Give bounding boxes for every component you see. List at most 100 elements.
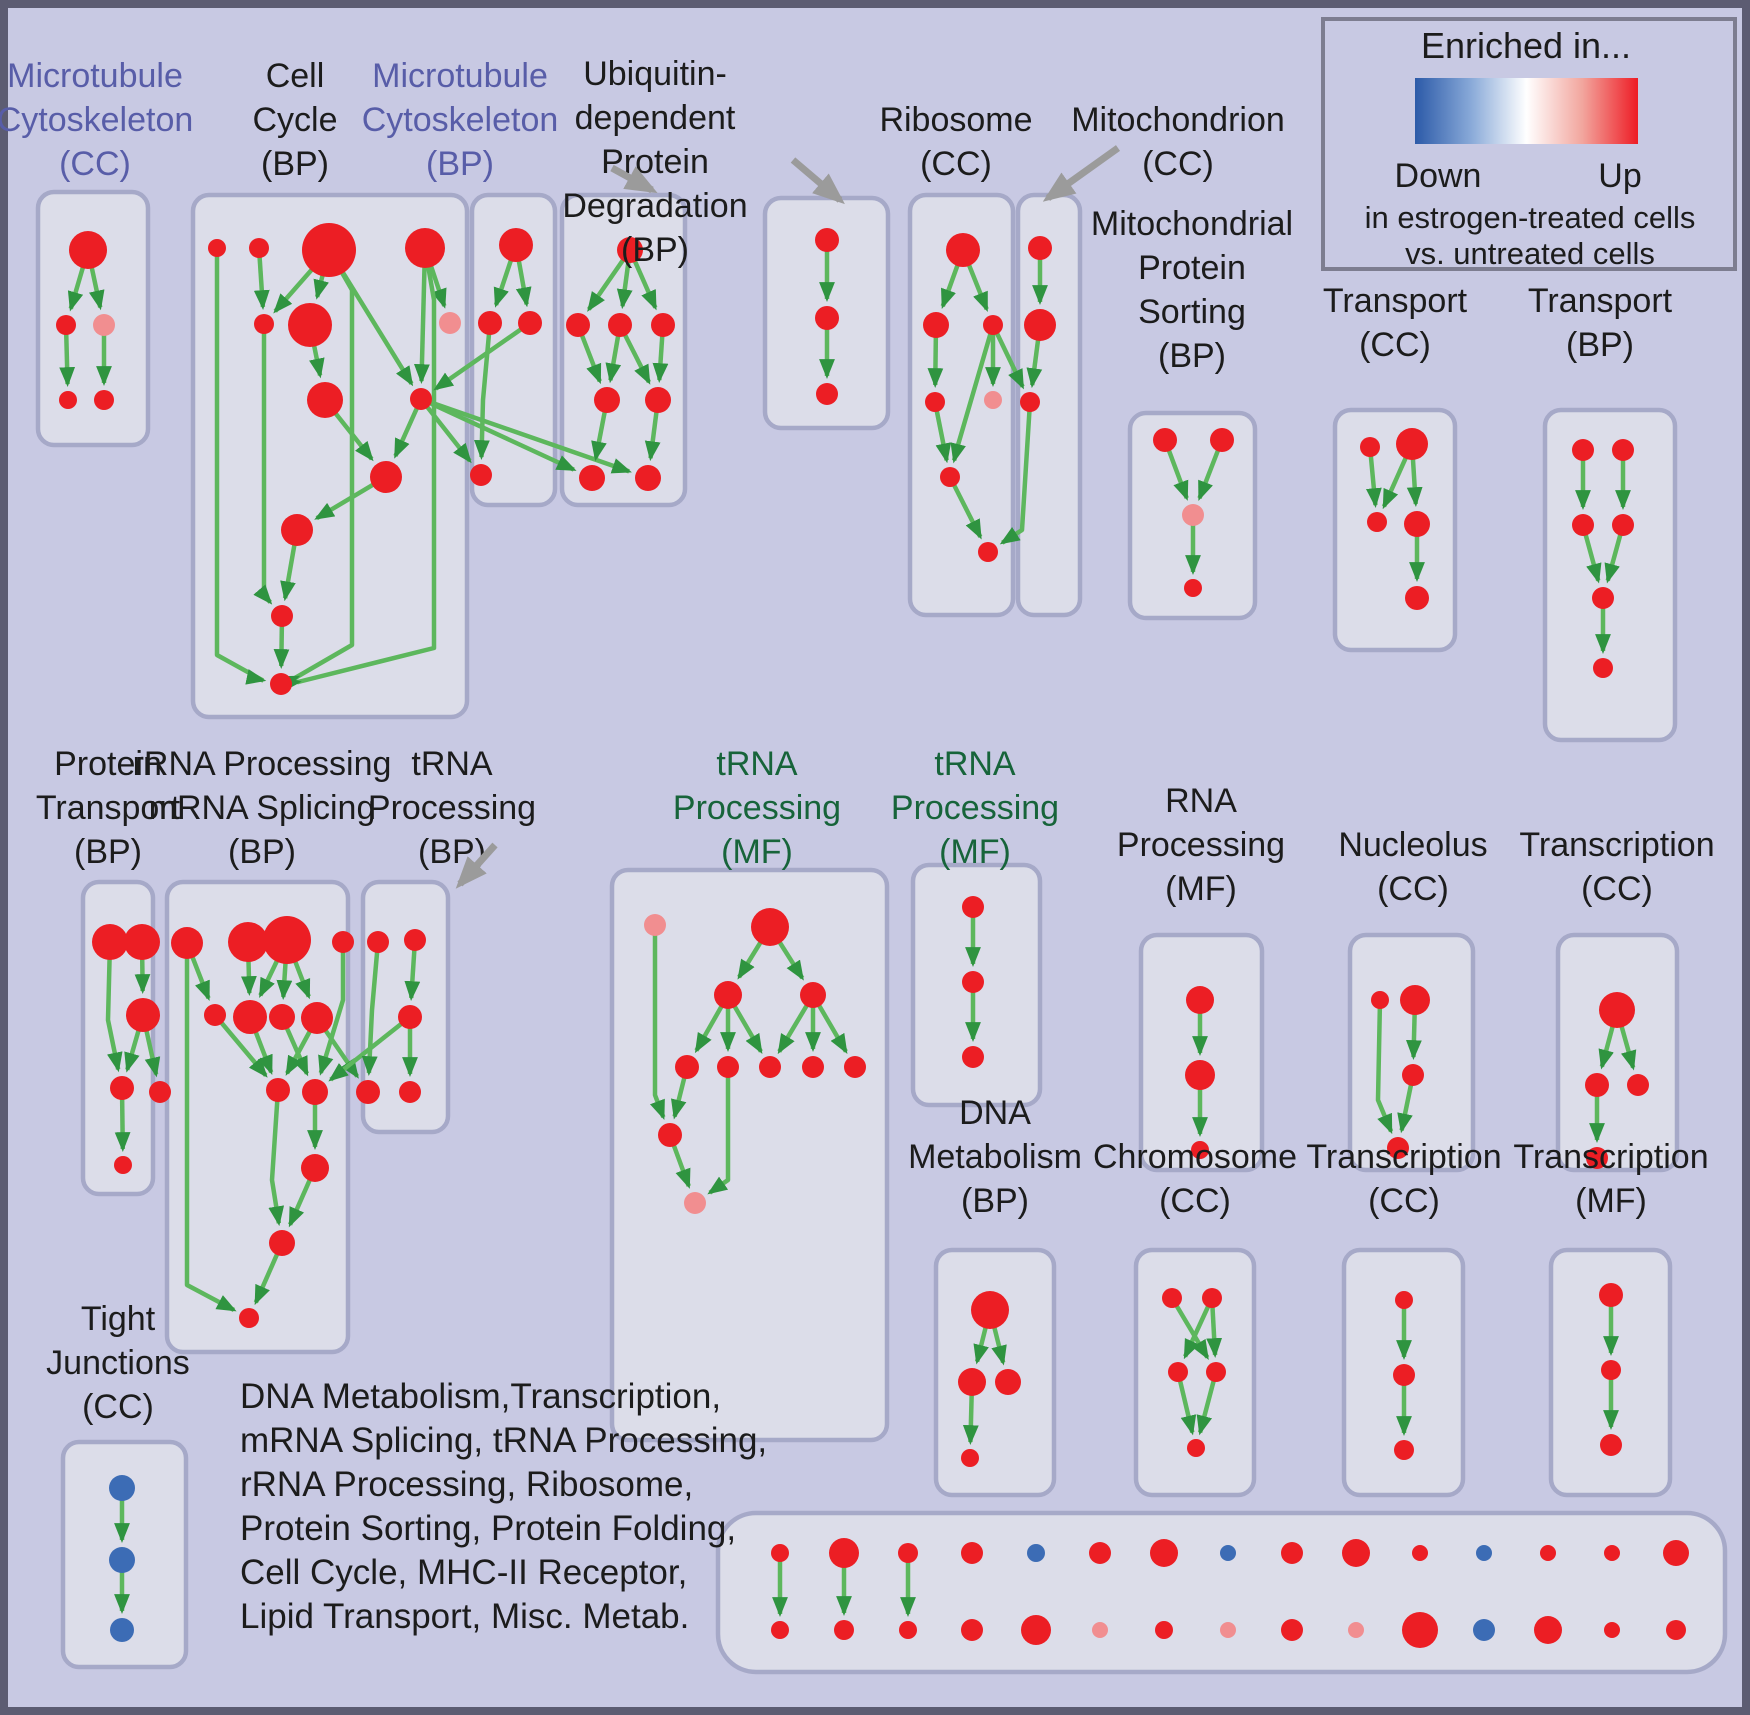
go-term-node-e1 bbox=[1162, 1288, 1182, 1308]
enrichment-edge-M3-R7 bbox=[999, 401, 1033, 545]
go-term-node-t1 bbox=[69, 231, 107, 269]
go-term-node-k6 bbox=[759, 1056, 781, 1078]
go-term-node-R6 bbox=[940, 467, 960, 487]
go-term-node-tc bbox=[398, 1005, 422, 1029]
go-term-node-n3 bbox=[1367, 512, 1387, 532]
enrichment-edge-R6-R7 bbox=[947, 475, 983, 540]
summary-node-top-col9 bbox=[1281, 1542, 1303, 1564]
cluster-label-tight-junctions: Tight Junctions (CC) bbox=[46, 1300, 190, 1426]
go-term-node-L bbox=[269, 1230, 295, 1256]
go-term-node-j1 bbox=[109, 1475, 135, 1501]
go-term-node-R5 bbox=[984, 391, 1002, 409]
go-term-node-r2 bbox=[1612, 439, 1634, 461]
go-term-node-n4 bbox=[1404, 511, 1430, 537]
enrichment-edge-R3-R6 bbox=[950, 324, 996, 464]
go-term-node-r4 bbox=[1612, 514, 1634, 536]
summary-node-bottom-col9 bbox=[1281, 1619, 1303, 1641]
annotation-arrow-to-trna-bp bbox=[455, 842, 498, 889]
go-term-node-z3 bbox=[1627, 1074, 1649, 1096]
go-term-node-y3 bbox=[1402, 1064, 1424, 1086]
summary-node-bottom-col2 bbox=[834, 1620, 854, 1640]
go-term-node-s2 bbox=[1210, 428, 1234, 452]
go-term-node-g3 bbox=[1600, 1434, 1622, 1456]
go-term-node-k3 bbox=[800, 982, 826, 1008]
go-term-node-u4 bbox=[651, 313, 675, 337]
go-term-node-c9 bbox=[370, 461, 402, 493]
go-term-node-x1 bbox=[1186, 986, 1214, 1014]
enrichment-edge-m3-c8 bbox=[433, 321, 532, 391]
legend-down-label: Down bbox=[1395, 157, 1482, 195]
cluster-label-transcription-mf: Transcription (MF) bbox=[1513, 1138, 1708, 1220]
go-term-node-r1 bbox=[1572, 439, 1594, 461]
go-term-node-f1 bbox=[1395, 1291, 1413, 1309]
summary-node-bottom-col4 bbox=[961, 1619, 983, 1641]
summary-node-bottom-col6 bbox=[1092, 1622, 1108, 1638]
go-term-node-J bbox=[302, 1079, 328, 1105]
summary-node-top-col8 bbox=[1220, 1545, 1236, 1561]
go-term-node-x3 bbox=[1191, 1141, 1209, 1159]
cluster-label-mito-sorting: Mitochondrial Protein Sorting (BP) bbox=[1091, 205, 1293, 375]
go-term-node-s3 bbox=[1182, 504, 1204, 526]
go-term-node-u8 bbox=[635, 465, 661, 491]
caption-text: DNA Metabolism,Transcription, mRNA Splici… bbox=[240, 1377, 767, 1636]
summary-node-bottom-col8 bbox=[1220, 1622, 1236, 1638]
go-term-node-p5 bbox=[149, 1081, 171, 1103]
go-term-node-e5 bbox=[1187, 1439, 1205, 1457]
legend-up-label: Up bbox=[1598, 157, 1641, 195]
cluster-label-microtubule-cc: Microtubule Cytoskeleton (CC) bbox=[0, 57, 193, 183]
go-term-node-c5 bbox=[254, 314, 274, 334]
cluster-box-rrna-mrna bbox=[164, 879, 351, 1355]
enrichment-edge-A-M bbox=[184, 943, 237, 1312]
cluster-label-microtubule-bp: Microtubule Cytoskeleton (BP) bbox=[362, 57, 559, 183]
cluster-label-chromosome: Chromosome (CC) bbox=[1093, 1138, 1297, 1220]
summary-node-top-col10 bbox=[1342, 1539, 1370, 1567]
go-term-node-k1 bbox=[751, 908, 789, 946]
go-term-node-I bbox=[266, 1078, 290, 1102]
cluster-label-trna-bp: tRNA Processing (BP) bbox=[368, 745, 536, 871]
summary-node-bottom-col15 bbox=[1666, 1620, 1686, 1640]
go-term-node-g2 bbox=[1601, 1360, 1621, 1380]
go-term-node-z1 bbox=[1599, 992, 1635, 1028]
cluster-box-transcription-cc-mid bbox=[1555, 932, 1680, 1173]
cluster-label-dna-metabolism: DNA Metabolism (BP) bbox=[908, 1094, 1082, 1220]
go-term-node-u3 bbox=[608, 313, 632, 337]
go-term-node-v1 bbox=[815, 228, 839, 252]
go-term-node-cp bbox=[439, 312, 461, 334]
cluster-box-dna-metabolism bbox=[933, 1247, 1057, 1498]
summary-node-top-col5 bbox=[1027, 1544, 1045, 1562]
cluster-label-ubiquitin: Ubiquitin-dependent Protein Degradation (BP… bbox=[562, 55, 747, 269]
cluster-label-transcription-cc-mid: Transcription (CC) bbox=[1519, 826, 1714, 908]
go-term-node-f3 bbox=[1394, 1440, 1414, 1460]
go-term-node-tb bbox=[404, 929, 426, 951]
go-term-node-v3 bbox=[816, 383, 838, 405]
summary-node-top-col7 bbox=[1150, 1539, 1178, 1567]
cluster-label-protein-transport: Protein Transport (BP) bbox=[36, 745, 181, 871]
enrichment-edge-m2-m4 bbox=[474, 322, 493, 460]
cluster-box-chromosome bbox=[1133, 1247, 1257, 1498]
enrichment-edge-e2-e3 bbox=[1183, 1297, 1215, 1360]
go-term-node-n5 bbox=[1405, 586, 1429, 610]
enrichment-edge-c1-c12 bbox=[214, 248, 267, 685]
go-term-node-p3 bbox=[126, 998, 160, 1032]
go-term-node-k10 bbox=[684, 1192, 706, 1214]
go-term-node-d3 bbox=[995, 1369, 1021, 1395]
enrichment-edge-c5-c11 bbox=[253, 324, 273, 605]
go-term-node-s1 bbox=[1153, 428, 1177, 452]
go-term-node-m1 bbox=[499, 228, 533, 262]
legend-subtitle-line1: in estrogen-treated cells bbox=[1365, 200, 1696, 235]
go-term-node-e4 bbox=[1206, 1362, 1226, 1382]
go-term-node-r6 bbox=[1593, 658, 1613, 678]
go-term-node-c11 bbox=[271, 605, 293, 627]
go-term-node-e2 bbox=[1202, 1288, 1222, 1308]
go-term-node-u6 bbox=[645, 387, 671, 413]
summary-node-top-col13 bbox=[1540, 1545, 1556, 1561]
go-term-node-C bbox=[263, 916, 311, 964]
summary-node-bottom-col1 bbox=[771, 1621, 789, 1639]
go-term-node-R3 bbox=[983, 315, 1003, 335]
summary-node-top-col11 bbox=[1412, 1545, 1428, 1561]
go-term-node-u1 bbox=[617, 237, 643, 263]
go-term-node-c10 bbox=[281, 514, 313, 546]
go-term-node-c8 bbox=[410, 388, 432, 410]
go-term-node-k5 bbox=[717, 1056, 739, 1078]
